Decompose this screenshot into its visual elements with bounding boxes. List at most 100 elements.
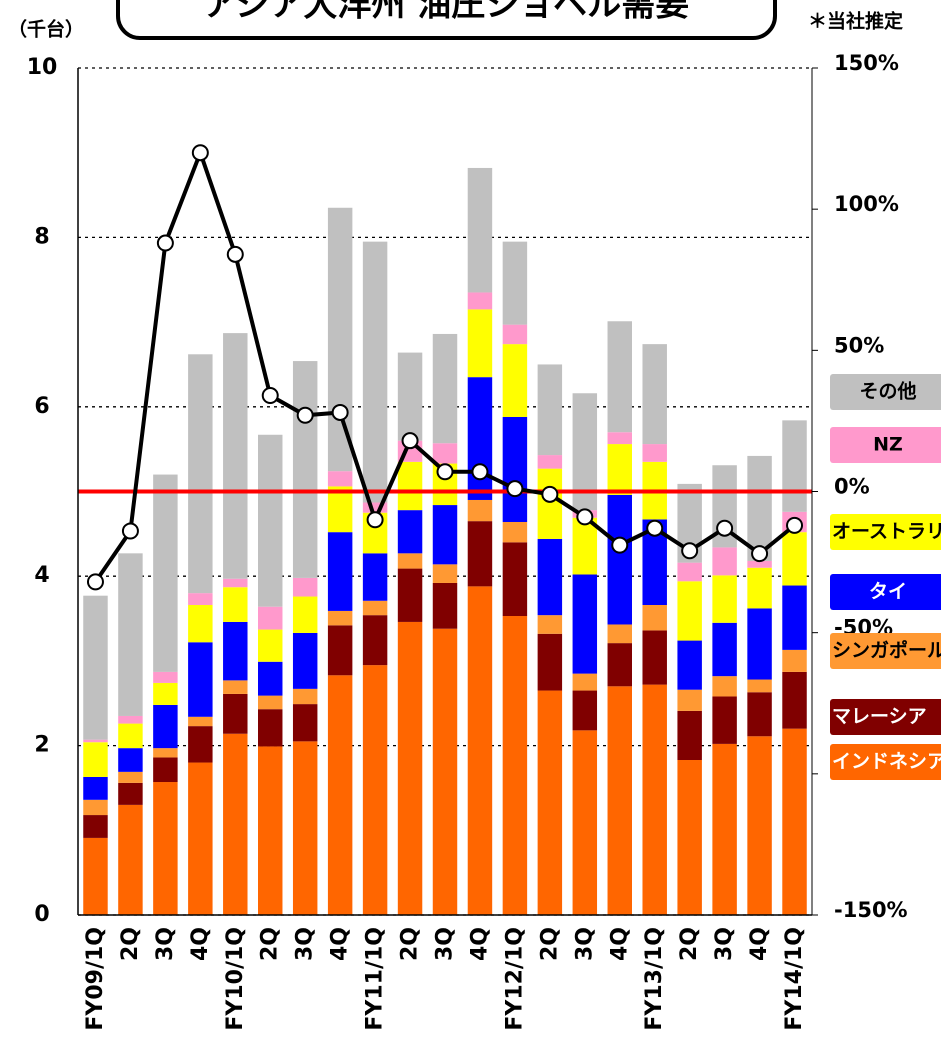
bar-segment	[537, 468, 563, 539]
legend-label: インドネシア	[832, 751, 941, 773]
bar-segment	[782, 532, 807, 586]
x-tick-label: FY14/1Q	[782, 927, 807, 1031]
bar-segment	[782, 728, 807, 915]
line-marker	[541, 485, 559, 503]
x-tick-label: 4Q	[188, 927, 213, 961]
bar-segment	[223, 680, 248, 694]
line-marker	[471, 463, 489, 481]
bar-segment	[83, 742, 108, 777]
y-tick-label: 2	[34, 733, 49, 758]
bar-segment	[747, 560, 772, 568]
bar-segment	[83, 837, 108, 915]
bar-segment	[677, 640, 702, 690]
bar-segment	[153, 782, 178, 915]
bar-segment	[502, 241, 528, 325]
bar-segment	[572, 517, 598, 575]
y2-tick-label: -150%	[834, 898, 908, 922]
y-tick-label: 10	[27, 55, 58, 80]
y-tick-label: 4	[34, 563, 49, 588]
bar-segment	[432, 628, 458, 915]
bar-segment	[258, 709, 283, 747]
bar-segment	[188, 762, 213, 915]
bar-segment	[118, 771, 143, 783]
bar-segment	[747, 679, 772, 693]
legend-swatch	[830, 633, 941, 669]
legend-swatch	[830, 744, 941, 780]
x-tick-label: 2Q	[537, 927, 562, 961]
x-tick-label: FY11/1Q	[363, 927, 388, 1031]
bar-segment	[327, 532, 353, 611]
bar-segment	[327, 486, 353, 533]
line-marker	[296, 406, 314, 424]
bar-segment	[782, 671, 807, 729]
bar-segment	[292, 361, 318, 578]
bar-segment	[188, 716, 213, 727]
legend-swatch	[830, 427, 941, 463]
line-marker	[121, 522, 139, 540]
bar-segment	[502, 521, 528, 543]
line-marker	[611, 536, 629, 554]
bar-segment	[118, 782, 143, 805]
bar-segment	[677, 581, 702, 641]
chart-title: アジア大洋州 油圧ショベル需要	[203, 0, 689, 25]
bar-segment	[397, 510, 423, 554]
bar-segment	[118, 715, 143, 724]
bar-segment	[327, 610, 353, 626]
line-marker	[646, 519, 664, 537]
bar-segment	[502, 616, 528, 915]
bar-segment	[572, 574, 598, 674]
legend-swatch	[830, 574, 941, 610]
y-tick-label: 0	[34, 902, 49, 927]
bar-segment	[537, 364, 563, 456]
bar-segment	[432, 443, 458, 464]
bar-segment	[258, 661, 283, 696]
bar-segment	[258, 746, 283, 915]
bar-segment	[83, 799, 108, 816]
bar-segment	[712, 575, 737, 623]
bar-segment	[642, 630, 667, 685]
x-tick-label: 2Q	[258, 927, 283, 961]
x-tick-label: 3Q	[712, 927, 737, 961]
bar-segment	[153, 757, 178, 783]
bar-segment	[467, 586, 493, 915]
bar-segment	[258, 606, 283, 630]
bar-segment	[607, 432, 632, 445]
bar-segment	[572, 673, 598, 691]
bar-segment	[362, 600, 388, 616]
bar-segment	[188, 604, 213, 643]
x-tick-label: FY10/1Q	[223, 927, 248, 1031]
y2-tick-label: 100%	[834, 192, 899, 216]
bar-segment	[467, 377, 493, 500]
line-marker	[716, 519, 734, 537]
bar-segment	[223, 578, 248, 588]
bar-segment	[712, 547, 737, 576]
bar-segment	[537, 633, 563, 691]
bar-segment	[362, 553, 388, 601]
bar-segment	[362, 502, 388, 513]
line-marker	[331, 403, 349, 421]
bar-segment	[747, 567, 772, 609]
bar-segment	[607, 624, 632, 644]
bar-segment	[677, 562, 702, 582]
x-tick-label: 4Q	[467, 927, 492, 961]
line-marker	[261, 387, 279, 405]
bar-segment	[292, 632, 318, 689]
bar-segment	[677, 759, 702, 915]
bar-segment	[223, 733, 248, 915]
bar-segment	[467, 167, 493, 293]
bar-segment	[467, 499, 493, 522]
bar-segment	[258, 434, 283, 607]
bar-segment	[537, 615, 563, 634]
bar-segment	[502, 324, 528, 345]
line-marker	[86, 573, 104, 591]
legend-label: マレーシア	[832, 706, 927, 728]
bar-segment	[188, 642, 213, 717]
x-tick-label: 4Q	[328, 927, 353, 961]
y2-tick-label: 150%	[834, 51, 899, 75]
title-box	[116, 0, 777, 40]
x-tick-label: 2Q	[398, 927, 423, 961]
bar-segment	[782, 649, 807, 672]
line-marker	[226, 245, 244, 263]
bar-segment	[537, 690, 563, 915]
bar-segment	[83, 595, 108, 740]
